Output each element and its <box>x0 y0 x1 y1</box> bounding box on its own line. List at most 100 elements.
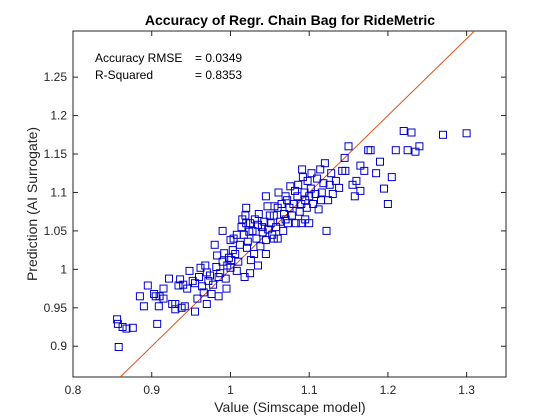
data-point <box>313 174 322 183</box>
data-point <box>206 271 214 280</box>
data-point <box>280 210 288 218</box>
data-point <box>234 257 243 266</box>
data-points <box>113 127 471 351</box>
x-tick-label: 1.3 <box>458 383 475 397</box>
x-tick-label: 1.2 <box>380 383 397 397</box>
data-point <box>301 215 310 224</box>
data-point <box>350 192 359 201</box>
data-point <box>307 169 316 178</box>
data-point <box>248 226 257 235</box>
data-point <box>380 184 388 193</box>
data-point <box>317 196 325 205</box>
rmse-label: Accuracy RMSE <box>95 51 182 65</box>
data-point <box>298 165 307 174</box>
rmse-value: = 0.0349 <box>195 51 242 65</box>
y-axis-label: Prediction (AI Surrogate) <box>24 127 40 281</box>
data-point <box>139 302 148 311</box>
data-point <box>316 165 325 174</box>
data-point <box>231 250 240 258</box>
data-point <box>261 236 270 245</box>
data-point <box>291 219 300 228</box>
data-point <box>196 263 205 272</box>
data-point <box>135 292 144 301</box>
data-point <box>314 205 323 214</box>
data-point <box>210 240 219 249</box>
data-point <box>462 129 471 138</box>
data-point <box>352 176 361 185</box>
data-point <box>122 324 131 333</box>
data-point <box>165 274 173 283</box>
y-tick-label: 1.25 <box>44 70 68 84</box>
y-tick-label: 1 <box>60 262 67 276</box>
data-point <box>222 284 231 293</box>
data-point <box>153 319 162 328</box>
data-point <box>439 130 447 139</box>
data-point <box>114 343 123 351</box>
data-point <box>294 180 303 189</box>
data-point <box>261 250 270 258</box>
data-point <box>415 142 424 151</box>
data-point <box>319 179 328 188</box>
y-ticks: 0.9 0.95 1 1.05 1.1 1.15 1.2 1.25 <box>44 70 506 353</box>
data-point <box>193 294 202 303</box>
data-point <box>221 274 230 283</box>
stats-annotation: Accuracy RMSE = 0.0349 R-Squared = 0.835… <box>95 51 242 82</box>
data-point <box>269 234 278 243</box>
data-point <box>243 237 252 246</box>
rsquared-label: R-Squared <box>95 68 153 82</box>
data-point <box>311 190 320 198</box>
data-point <box>159 294 168 303</box>
data-point <box>327 169 336 178</box>
data-point <box>257 223 266 232</box>
data-point <box>202 300 211 308</box>
data-point <box>171 305 180 314</box>
data-point <box>383 200 392 208</box>
y-tick-label: 1.05 <box>44 224 68 238</box>
data-point <box>391 146 400 155</box>
data-point <box>241 211 250 220</box>
data-point <box>372 169 381 178</box>
data-point <box>344 142 353 151</box>
y-tick-label: 0.95 <box>44 301 68 315</box>
data-point <box>185 266 194 275</box>
x-tick-label: 1.1 <box>301 383 318 397</box>
data-point <box>387 173 396 182</box>
data-point <box>246 269 255 278</box>
data-point <box>286 182 295 191</box>
data-point <box>306 184 315 193</box>
data-point <box>191 307 199 316</box>
data-point <box>252 234 261 243</box>
data-point <box>242 203 251 212</box>
data-point <box>322 226 331 235</box>
data-point <box>279 226 288 235</box>
data-point <box>179 280 188 289</box>
x-tick-label: 0.9 <box>143 383 160 397</box>
y-tick-label: 1.15 <box>44 147 68 161</box>
rsquared-value: = 0.8353 <box>195 68 242 82</box>
data-point <box>128 323 137 332</box>
data-point <box>317 188 326 197</box>
data-point <box>198 282 207 291</box>
data-point <box>243 243 251 252</box>
data-point <box>218 226 227 235</box>
data-point <box>214 292 223 301</box>
data-point <box>341 166 350 175</box>
data-point <box>281 215 290 224</box>
data-point <box>364 146 373 155</box>
data-point <box>356 161 365 170</box>
data-point <box>180 302 189 311</box>
data-point <box>250 250 259 258</box>
x-tick-label: 1 <box>227 383 234 397</box>
data-point <box>195 273 203 281</box>
data-point <box>320 159 329 168</box>
data-point <box>261 192 270 201</box>
data-point <box>403 146 412 155</box>
data-point <box>289 200 298 208</box>
data-point <box>143 281 152 290</box>
data-point <box>113 315 122 324</box>
data-point <box>216 269 225 278</box>
data-point <box>335 183 344 192</box>
data-point <box>159 284 168 293</box>
data-point <box>209 280 218 289</box>
